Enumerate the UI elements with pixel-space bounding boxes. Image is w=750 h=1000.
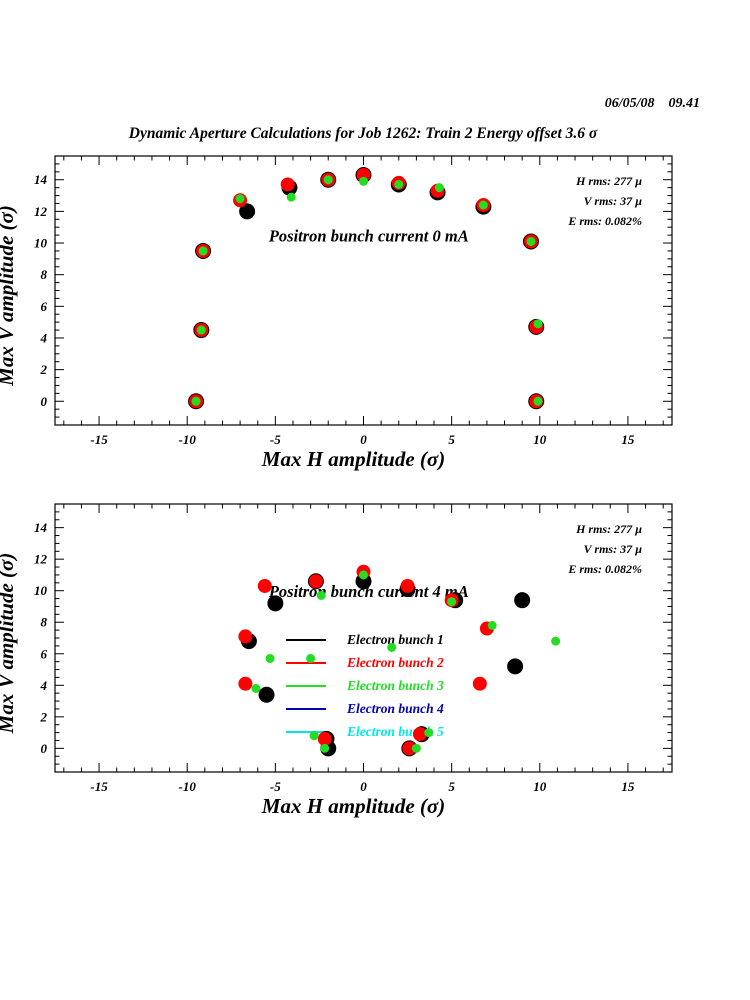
data-point bbox=[533, 319, 543, 329]
y-tick-label: 6 bbox=[41, 646, 48, 661]
y-tick-label: 2 bbox=[40, 362, 48, 377]
x-tick-label: -5 bbox=[270, 779, 281, 794]
data-point bbox=[402, 741, 417, 756]
y-tick-label: 8 bbox=[41, 267, 48, 282]
data-point bbox=[306, 653, 316, 663]
data-point bbox=[526, 236, 536, 246]
y-tick-label: 14 bbox=[34, 520, 48, 535]
stats-line: E rms: 0.082% bbox=[567, 214, 642, 228]
data-point bbox=[235, 194, 245, 204]
x-tick-label: 0 bbox=[360, 779, 367, 794]
data-point bbox=[280, 177, 295, 192]
data-point bbox=[265, 653, 275, 663]
y-tick-label: 10 bbox=[34, 583, 48, 598]
stats-line: H rms: 277 µ bbox=[575, 174, 642, 188]
data-point bbox=[196, 325, 206, 335]
y-tick-label: 8 bbox=[41, 615, 48, 630]
data-point bbox=[447, 597, 457, 607]
positron-current-label: Positron bunch current 0 mA bbox=[268, 226, 469, 245]
data-point bbox=[359, 176, 368, 186]
data-point bbox=[434, 183, 444, 193]
x-tick-label: -15 bbox=[90, 432, 108, 447]
panel-0mA: -15 -10 -5 0 5 10 15 0 2 4 6 8 10 12 14 Max H amplitude… bbox=[0, 155, 673, 471]
y-tick-label: 4 bbox=[40, 678, 48, 693]
panel-4mA: -15 -10 -5 0 5 10 15 0 2 4 6 8 10 12 14 Max H amplitude… bbox=[0, 503, 673, 818]
x-tick-label: 0 bbox=[360, 432, 367, 447]
x-tick-label: 10 bbox=[533, 432, 547, 447]
data-point bbox=[514, 592, 531, 609]
data-point bbox=[356, 167, 371, 182]
data-point bbox=[551, 636, 561, 646]
data-point bbox=[507, 658, 524, 675]
data-point bbox=[267, 595, 284, 612]
data-point bbox=[309, 731, 319, 741]
data-point bbox=[239, 203, 256, 220]
plot-frame bbox=[54, 155, 673, 426]
x-tick-label: 5 bbox=[448, 432, 455, 447]
data-point bbox=[238, 629, 253, 644]
y-tick-label: 6 bbox=[41, 299, 48, 314]
y-tick-label: 12 bbox=[34, 552, 48, 567]
stats-line: E rms: 0.082% bbox=[567, 562, 642, 576]
y-tick-label: 0 bbox=[41, 394, 48, 409]
date-stamp: 06/05/08 09.41 bbox=[605, 96, 700, 111]
data-point bbox=[320, 743, 330, 753]
series-2 bbox=[189, 167, 544, 409]
data-point bbox=[323, 175, 333, 185]
data-point bbox=[251, 683, 261, 693]
y-tick-label: 10 bbox=[34, 236, 48, 251]
data-point bbox=[286, 192, 296, 202]
data-point bbox=[387, 642, 397, 652]
data-point bbox=[412, 727, 427, 742]
data-point bbox=[400, 578, 415, 593]
data-point bbox=[191, 396, 201, 406]
x-tick-label: 15 bbox=[621, 432, 635, 447]
series-3 bbox=[191, 175, 543, 406]
data-point bbox=[258, 686, 275, 703]
x-tick-label: -10 bbox=[179, 779, 197, 794]
data-point bbox=[424, 728, 434, 738]
data-point bbox=[359, 570, 368, 580]
data-point bbox=[317, 731, 332, 746]
series-2 bbox=[238, 564, 494, 756]
y-tick-label: 12 bbox=[34, 204, 48, 219]
y-axis-label: Max V amplitude (σ) bbox=[0, 553, 18, 735]
data-point bbox=[198, 246, 208, 256]
y-axis-label: Max V amplitude (σ) bbox=[0, 205, 18, 387]
figure-title: Dynamic Aperture Calculations for Job 12… bbox=[128, 125, 598, 142]
x-tick-label: -15 bbox=[90, 779, 108, 794]
data-point bbox=[533, 396, 543, 406]
legend-entry: Electron bunch 2 bbox=[346, 655, 444, 670]
x-axis-label: Max H amplitude (σ) bbox=[261, 447, 445, 471]
data-point bbox=[478, 200, 488, 210]
data-point bbox=[257, 578, 272, 593]
data-point bbox=[316, 590, 326, 600]
series-3 bbox=[251, 570, 561, 753]
x-tick-label: 15 bbox=[621, 779, 635, 794]
stats-line: V rms: 37 µ bbox=[584, 194, 642, 208]
y-tick-label: 0 bbox=[41, 741, 48, 756]
data-point bbox=[487, 620, 497, 630]
data-point bbox=[308, 574, 323, 589]
x-tick-label: -10 bbox=[179, 432, 197, 447]
data-point bbox=[238, 676, 253, 691]
y-tick-label: 14 bbox=[34, 172, 48, 187]
stats-line: V rms: 37 µ bbox=[584, 542, 642, 556]
data-point bbox=[411, 743, 421, 753]
x-tick-label: 5 bbox=[448, 779, 455, 794]
stats-line: H rms: 277 µ bbox=[575, 522, 642, 536]
x-tick-label: -5 bbox=[270, 432, 281, 447]
legend-entry: Electron bunch 4 bbox=[346, 701, 444, 716]
y-tick-label: 4 bbox=[40, 330, 48, 345]
data-point bbox=[472, 676, 487, 691]
x-tick-label: 10 bbox=[533, 779, 547, 794]
y-tick-label: 2 bbox=[40, 709, 48, 724]
legend-entry: Electron bunch 3 bbox=[346, 678, 444, 693]
legend-entry: Electron bunch 1 bbox=[346, 632, 444, 647]
x-axis-label: Max H amplitude (σ) bbox=[261, 794, 445, 818]
data-point bbox=[394, 179, 404, 189]
